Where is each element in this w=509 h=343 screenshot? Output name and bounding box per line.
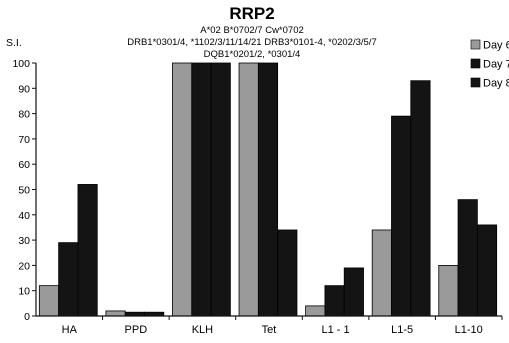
chart-subtitle-line-3: DQB1*0201/2, *0301/4 (204, 49, 301, 60)
category-label: L1-10 (455, 324, 483, 336)
y-tick-label: 70 (18, 134, 30, 146)
y-tick-label: 100 (12, 58, 30, 70)
bar-l1-5-day-8 (410, 80, 431, 317)
legend-label: Day 6 (483, 40, 509, 52)
y-tick-label: 50 (18, 185, 30, 197)
bar-l1-1-day-6 (305, 305, 326, 317)
chart-subtitle-line-2: DRB1*0301/4, *1102/3/11/14/21 DRB3*0101-… (127, 37, 376, 48)
bar-ha-day-6 (38, 285, 60, 317)
y-tick-label: 80 (18, 109, 30, 121)
legend-swatch (470, 39, 481, 50)
bar-l1-1-day-8 (343, 267, 364, 317)
bar-l1-5-day-7 (391, 115, 412, 317)
bar-l1-10-day-8 (476, 224, 498, 317)
bar-ppd-day-6 (105, 310, 126, 317)
bar-ha-day-7 (58, 242, 79, 317)
category-label: HA (62, 324, 78, 336)
y-axis-label: S.I. (6, 37, 22, 49)
bar-klh-day-8 (210, 62, 231, 317)
chart-subtitle-line-1: A*02 B*0702/7 Cw*0702 (200, 25, 304, 36)
legend-swatch (470, 77, 481, 88)
legend-swatch (470, 58, 481, 69)
y-tick-label: 40 (18, 210, 30, 222)
y-tick-label: 0 (24, 311, 30, 323)
bar-l1-5-day-6 (371, 229, 392, 317)
category-label: Tet (262, 324, 277, 336)
bar-klh-day-7 (191, 62, 212, 317)
category-label: L1-5 (391, 324, 413, 336)
category-label: L1 - 1 (322, 324, 350, 336)
y-tick-label: 90 (18, 83, 30, 95)
chart-title: RRP2 (229, 4, 274, 23)
bar-group (38, 62, 498, 317)
legend: Day 6 Day 7 Day 8 (470, 39, 509, 90)
category-label: PPD (125, 324, 148, 336)
y-tick-group: 0 10 20 30 40 50 60 70 80 90 100 (12, 58, 36, 323)
y-tick-label: 60 (18, 159, 30, 171)
bar-l1-10-day-6 (438, 264, 459, 317)
y-tick-label: 20 (18, 260, 30, 272)
bar-tet-day-8 (277, 229, 298, 317)
bar-klh-day-6 (172, 62, 193, 317)
bar-l1-10-day-7 (457, 199, 478, 317)
legend-label: Day 7 (483, 59, 509, 71)
y-tick-label: 10 (18, 286, 30, 298)
bar-tet-day-7 (257, 62, 279, 317)
legend-label: Day 8 (483, 78, 509, 90)
category-label: KLH (192, 324, 213, 336)
bar-tet-day-6 (238, 62, 259, 317)
y-tick-label: 30 (18, 235, 30, 247)
category-label-group: HA PPD KLH Tet L1 - 1 L1-5 L1-10 (62, 316, 503, 336)
bar-l1-1-day-7 (324, 285, 345, 317)
bar-ha-day-8 (77, 184, 98, 317)
